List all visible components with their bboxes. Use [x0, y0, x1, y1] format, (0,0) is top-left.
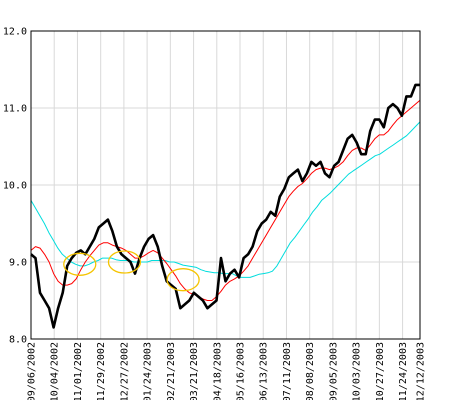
- series-lines: [30, 83, 421, 329]
- x-tick-label: 12/12/2003: [416, 342, 427, 400]
- x-tick-label: 11/29/2002: [96, 342, 107, 400]
- grid-lines: [30, 30, 421, 340]
- x-tick-label: 08/08/2003: [305, 342, 316, 400]
- x-tick-label: 03/21/2003: [189, 342, 200, 400]
- annotation-ellipse-2: [107, 250, 142, 274]
- x-tick-label: 07/11/2003: [282, 342, 293, 400]
- plot-frame: [30, 30, 421, 340]
- x-tick-label: 02/21/2003: [166, 342, 177, 400]
- x-tick-label: 09/05/2003: [328, 342, 339, 400]
- y-tick-label: 8.0: [9, 335, 27, 346]
- x-tick-label: 12/27/2002: [119, 342, 130, 400]
- series-line-1: [30, 83, 420, 329]
- series-line-3: [30, 121, 421, 278]
- x-tick-label: 01/24/2003: [143, 342, 154, 400]
- plot-border: [30, 30, 421, 340]
- annotation-ellipse-3: [166, 268, 200, 292]
- y-tick-label: 11.0: [3, 104, 27, 115]
- y-tick-label: 9.0: [9, 258, 27, 269]
- x-tick-label: 10/03/2003: [352, 342, 363, 400]
- y-tick-label: 10.0: [3, 181, 27, 192]
- x-tick-label: 10/04/2002: [50, 342, 61, 400]
- y-axis-tick-labels: 8.0 9.0 10.0 11.0 12.0: [3, 27, 27, 346]
- x-tick-label: 06/13/2003: [259, 342, 270, 400]
- annotation-ellipses: [63, 250, 200, 292]
- x-tick-label: 09/06/2002: [27, 342, 38, 400]
- x-tick-label: 10/27/2003: [375, 342, 386, 400]
- annotation-ellipse-1: [63, 252, 97, 276]
- series-line-2: [30, 99, 421, 301]
- x-tick-label: 04/18/2003: [212, 342, 223, 400]
- x-tick-label: 05/16/2003: [236, 342, 247, 400]
- x-tick-label: 11/01/2002: [73, 342, 84, 400]
- x-axis-tick-labels: 09/06/2002 10/04/2002 11/01/2002 11/29/2002…: [27, 342, 427, 400]
- y-tick-label: 12.0: [3, 27, 27, 38]
- x-tick-label: 11/24/2003: [398, 342, 409, 400]
